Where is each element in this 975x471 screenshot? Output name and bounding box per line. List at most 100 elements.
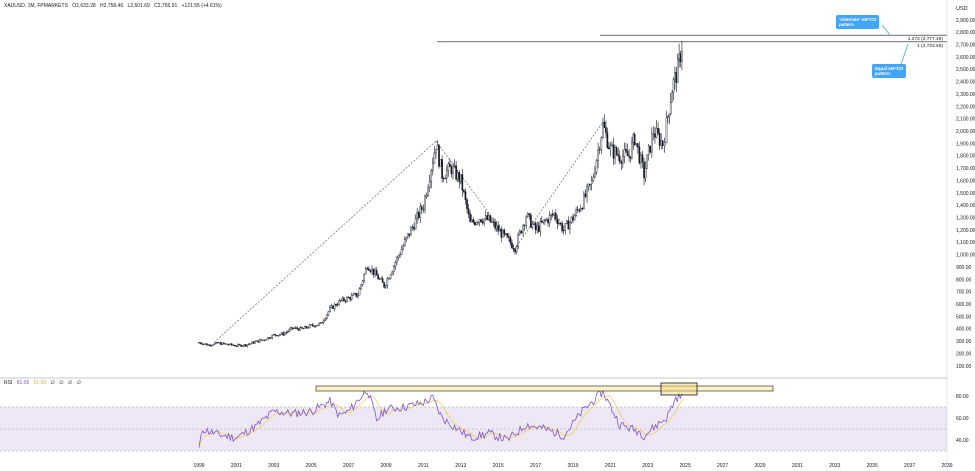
price-axis[interactable]: 100.00 200.00 300.00 400.00 500.00 600.00 700.… bbox=[956, 18, 975, 444]
candle-body bbox=[349, 297, 351, 300]
candle-body bbox=[257, 340, 260, 343]
candle-body bbox=[663, 142, 666, 146]
candle-body bbox=[629, 156, 632, 159]
candle-body bbox=[603, 122, 606, 128]
price-tick-label: 600.00 bbox=[956, 302, 972, 308]
candle-body bbox=[657, 127, 659, 134]
candle-body bbox=[358, 288, 361, 296]
candle-body bbox=[542, 219, 545, 223]
candle-body bbox=[595, 160, 598, 173]
candle-body bbox=[329, 307, 331, 312]
candle-body bbox=[344, 300, 347, 302]
rsi-label: RSI bbox=[4, 380, 13, 386]
candle-body bbox=[550, 214, 552, 216]
candle-body bbox=[321, 322, 323, 324]
candle-body bbox=[324, 318, 327, 321]
candle-body bbox=[333, 304, 336, 309]
candle-body bbox=[198, 342, 200, 344]
price-tick-label: 1,800.00 bbox=[956, 154, 975, 160]
price-tick-label: 2,600.00 bbox=[956, 55, 975, 61]
candle-body bbox=[569, 221, 571, 230]
price-tick-label: 1,700.00 bbox=[956, 166, 975, 172]
candle-body bbox=[237, 344, 239, 347]
candle-body bbox=[449, 163, 451, 168]
candle-body bbox=[466, 199, 468, 209]
candle-body bbox=[590, 180, 593, 185]
price-tick-label: 200.00 bbox=[956, 351, 972, 357]
time-tick-label: 2037 bbox=[904, 463, 915, 469]
candle-body bbox=[276, 335, 278, 337]
candle-body bbox=[297, 328, 300, 331]
candle-body bbox=[204, 343, 207, 345]
candle-body bbox=[431, 162, 434, 171]
candle-body bbox=[672, 79, 675, 93]
candle-body bbox=[394, 262, 397, 267]
candle-body bbox=[386, 278, 389, 286]
candle-body bbox=[439, 159, 442, 167]
candle-body bbox=[400, 249, 403, 255]
candle-body bbox=[506, 233, 509, 237]
candle-body bbox=[567, 220, 570, 230]
candle-body bbox=[260, 339, 263, 341]
price-tick-label: 300.00 bbox=[956, 339, 972, 345]
candle-body bbox=[611, 144, 613, 147]
candle-body bbox=[352, 293, 355, 296]
candle-body bbox=[338, 299, 341, 305]
alternate-abcd-callout[interactable]: 'Alternate' AB=CD pattern bbox=[836, 15, 880, 30]
rsi-ma-line bbox=[198, 395, 684, 448]
candle-body bbox=[357, 295, 359, 297]
candle-body bbox=[302, 328, 305, 330]
level-1272-label: 1.272 (2,777.48) bbox=[908, 36, 944, 42]
time-tick-label: 2025 bbox=[680, 463, 691, 469]
candle-body bbox=[340, 299, 342, 301]
candle-body bbox=[254, 341, 256, 344]
candle-body bbox=[649, 145, 652, 153]
candle-body bbox=[293, 328, 295, 330]
candle-body bbox=[618, 155, 621, 162]
candle-body bbox=[467, 208, 470, 215]
open-value: O2,633.28 bbox=[72, 3, 96, 9]
candle-body bbox=[565, 220, 568, 224]
candle-body bbox=[238, 344, 241, 346]
candle-body bbox=[207, 344, 210, 346]
rsi-extra-1: ∅ bbox=[50, 380, 55, 386]
candle-body bbox=[273, 334, 275, 336]
candle-body bbox=[512, 247, 515, 250]
candle-body bbox=[498, 229, 501, 232]
candle-body bbox=[241, 345, 244, 347]
candle-body bbox=[609, 145, 612, 149]
candle-body bbox=[441, 159, 443, 179]
candle-body bbox=[671, 91, 673, 103]
candle-body bbox=[655, 127, 658, 138]
candle-body bbox=[587, 184, 590, 187]
candle-body bbox=[660, 140, 663, 146]
time-tick-label: 2027 bbox=[717, 463, 728, 469]
candle-body bbox=[622, 156, 624, 164]
price-tick-label: 2,200.00 bbox=[956, 104, 975, 110]
candle-body bbox=[460, 174, 462, 183]
candle-body bbox=[679, 53, 682, 62]
candle-body bbox=[675, 72, 678, 83]
price-tick-label: 1,600.00 bbox=[956, 178, 975, 184]
candle-body bbox=[456, 172, 459, 180]
candle-body bbox=[515, 246, 518, 253]
time-axis[interactable]: 1999 2001 2003 2005 2007 2009 2011 2013 2015 2017… bbox=[193, 463, 952, 469]
chart-header: XAUUSD, 1M, FPMARKETS O2,633.28 H2,758.4… bbox=[4, 3, 225, 9]
candle-body bbox=[307, 327, 309, 329]
candle-body bbox=[304, 326, 306, 329]
candle-body bbox=[559, 222, 562, 224]
candle-body bbox=[503, 229, 506, 234]
candle-body bbox=[514, 248, 516, 253]
candle-body bbox=[522, 225, 524, 234]
candle-body bbox=[212, 344, 214, 346]
equal-abcd-callout[interactable]: Equal AB=CD pattern bbox=[872, 64, 907, 79]
price-tick-label: 1,000.00 bbox=[956, 253, 975, 259]
candle-body bbox=[545, 219, 548, 221]
fib-levels[interactable]: 1.272 (2,777.48)1 (2,723.59) bbox=[437, 24, 947, 68]
candle-body bbox=[283, 332, 286, 336]
candle-body bbox=[332, 305, 334, 309]
price-tick-label: 2,100.00 bbox=[956, 117, 975, 123]
candle-body bbox=[243, 344, 245, 347]
candle-body bbox=[305, 326, 308, 328]
